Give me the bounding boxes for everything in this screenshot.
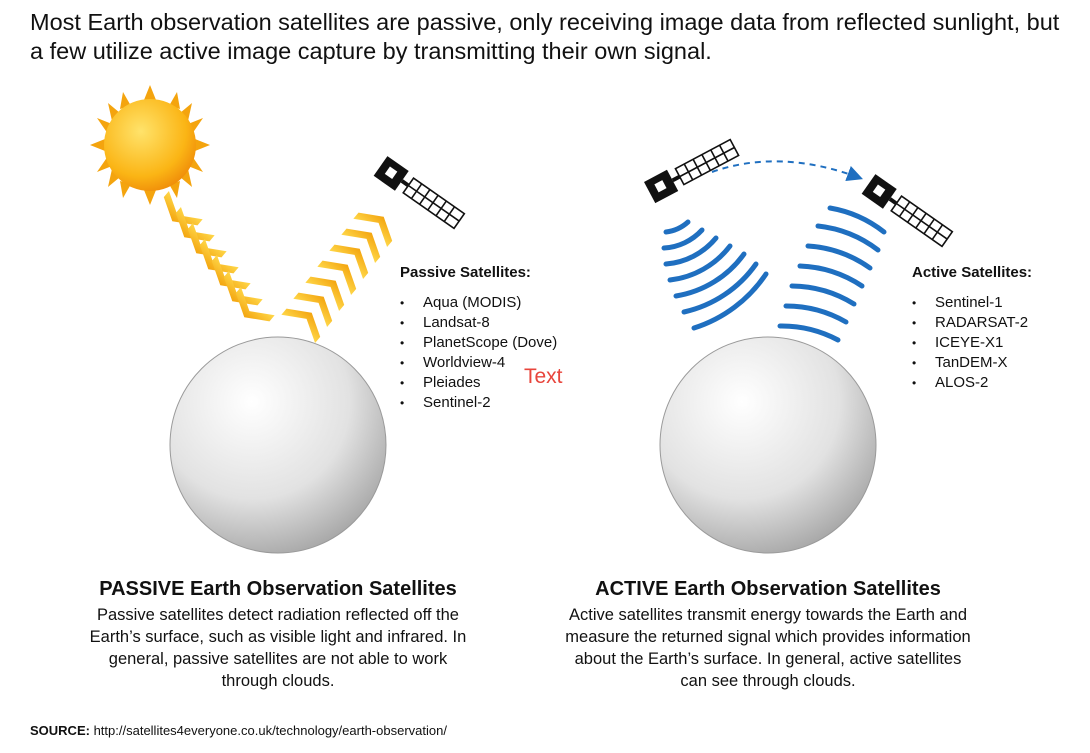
globe-icon (169, 336, 387, 554)
list-item: ALOS-2 (912, 373, 1028, 393)
list-item: Landsat-8 (400, 313, 557, 333)
list-item: TanDEM-X (912, 353, 1028, 373)
sun-icon (90, 85, 210, 205)
list-item: Pleiades (400, 373, 557, 393)
text-annotation: Text (524, 365, 563, 388)
orbit-arrow-icon (711, 160, 863, 182)
passive-satellite-list: Aqua (MODIS) Landsat-8 PlanetScope (Dove… (400, 293, 557, 413)
passive-description: Passive satellites detect radiation refl… (89, 606, 467, 690)
list-item: PlanetScope (Dove) (400, 333, 557, 353)
list-item: Sentinel-1 (912, 293, 1028, 313)
passive-section-title: PASSIVE Earth Observation Satellites (99, 578, 457, 600)
list-item: RADARSAT-2 (912, 313, 1028, 333)
satellite-icon (644, 138, 740, 204)
chevron-beam-icon (281, 212, 393, 344)
globe-icon (659, 336, 877, 554)
signal-wave-icon (661, 219, 769, 331)
headline: Most Earth observation satellites are pa… (30, 9, 1060, 64)
chevron-beam-icon (163, 190, 275, 322)
source-label: SOURCE: (30, 723, 90, 738)
source-line: SOURCE: http://satellites4everyone.co.uk… (30, 723, 447, 738)
active-satellite-list: Sentinel-1 RADARSAT-2 ICEYE-X1 TanDEM-X … (912, 293, 1028, 393)
list-item: Worldview-4 (400, 353, 557, 373)
active-section-title: ACTIVE Earth Observation Satellites (595, 578, 941, 600)
active-list-title: Active Satellites: (912, 264, 1033, 281)
passive-list-title: Passive Satellites: (400, 264, 531, 281)
active-description: Active satellites transmit energy toward… (565, 606, 971, 690)
list-item: Sentinel-2 (400, 393, 557, 413)
list-item: Aqua (MODIS) (400, 293, 557, 313)
signal-wave-icon (777, 205, 887, 343)
list-item: ICEYE-X1 (912, 333, 1028, 353)
satellite-icon (373, 156, 466, 230)
source-url[interactable]: http://satellites4everyone.co.uk/technol… (93, 723, 447, 738)
satellite-icon (861, 174, 954, 248)
